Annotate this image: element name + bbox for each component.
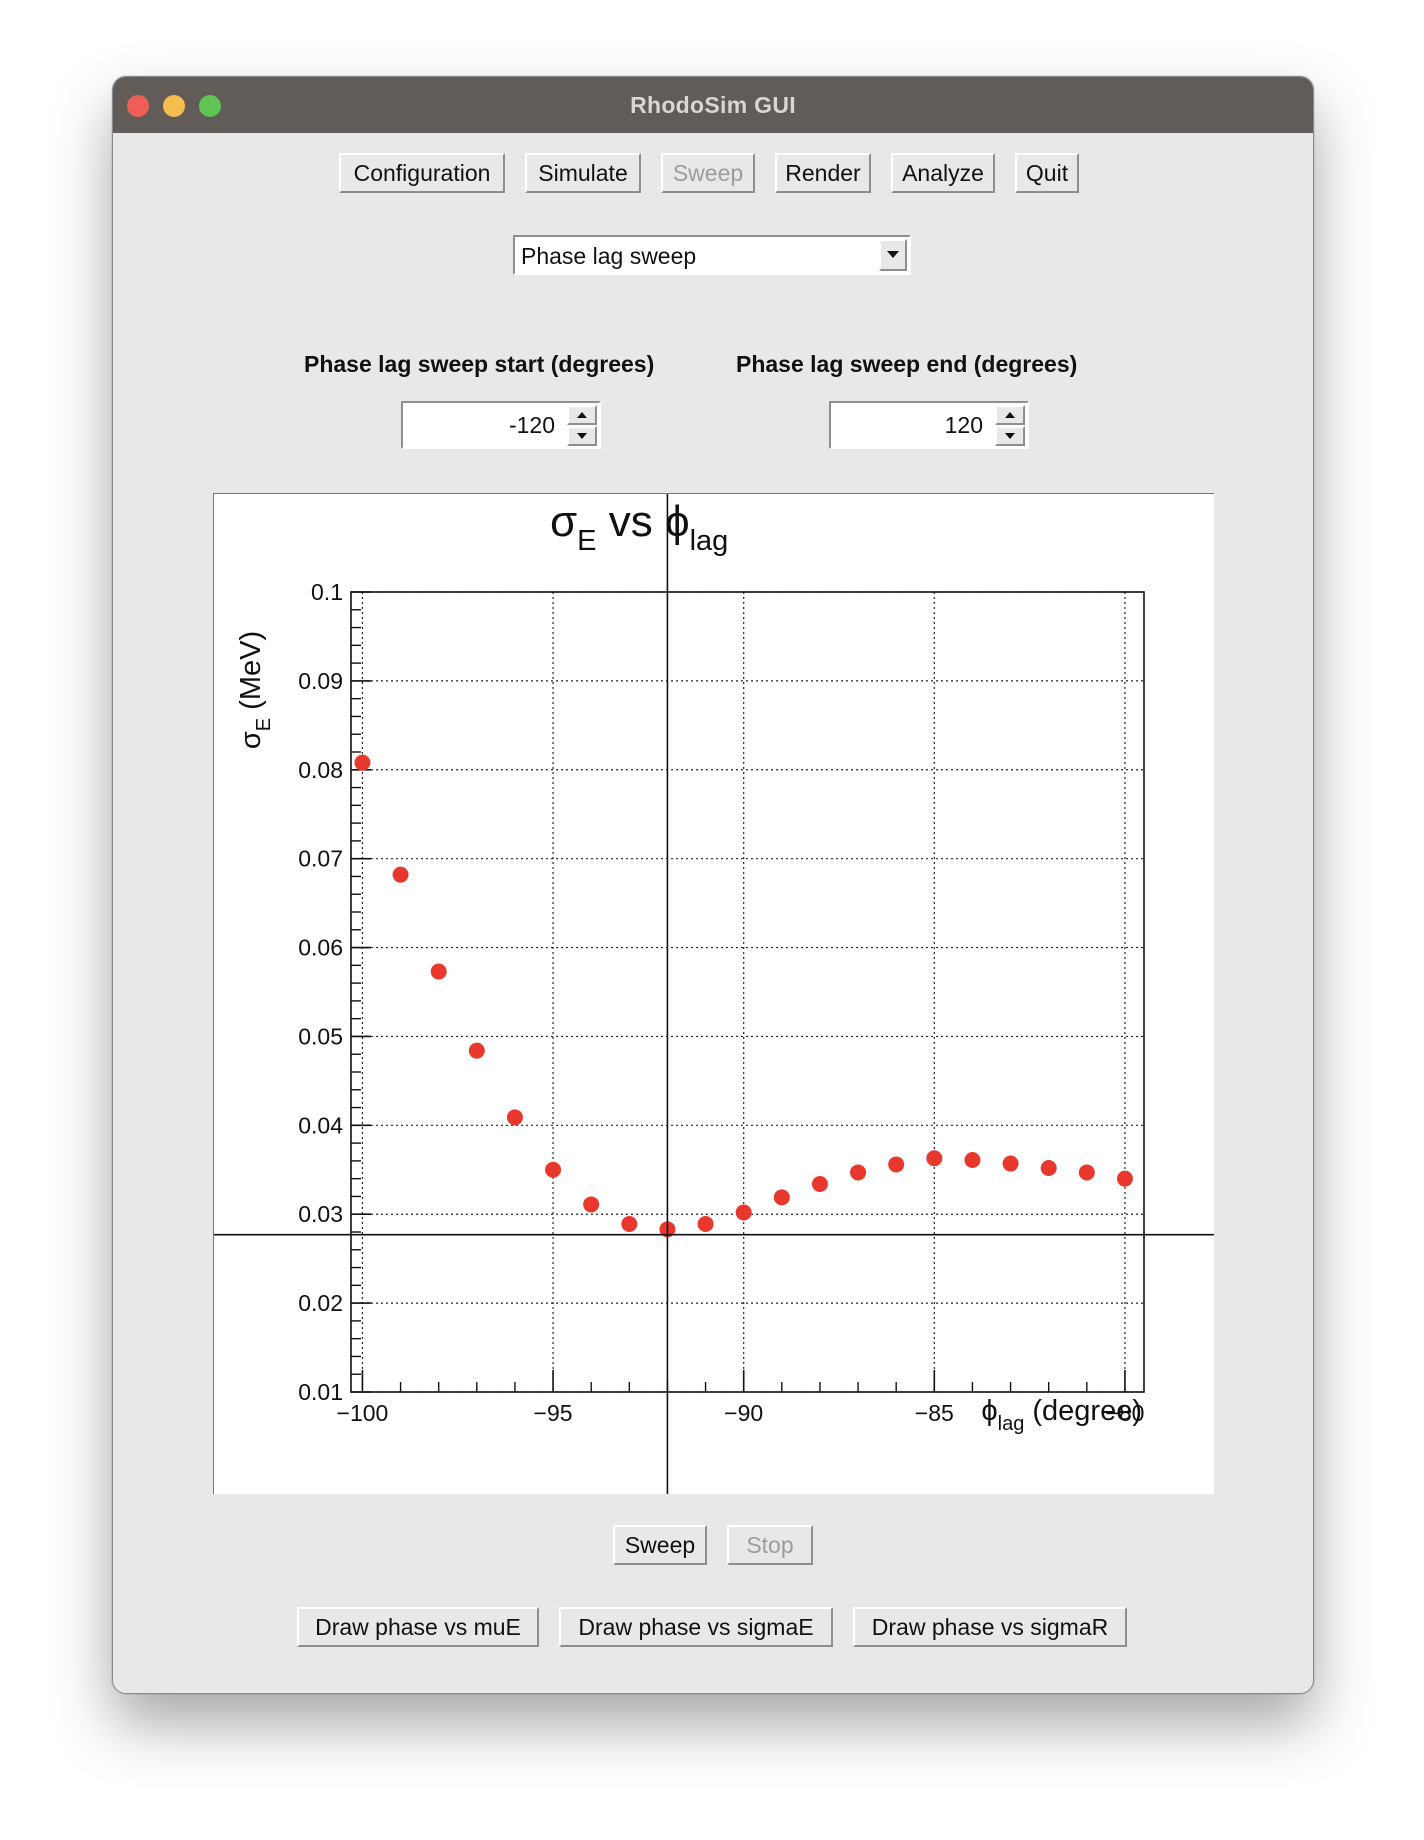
plot-canvas[interactable]: 0.01 0.02 0.03 0.04 0.05 0.06 0.07 0.08 0.09 0.1 −… — [213, 493, 1214, 1494]
y-tick-label: 0.07 — [298, 846, 343, 872]
simulate-button[interactable]: Simulate — [525, 153, 641, 193]
data-point — [888, 1156, 905, 1173]
data-point — [430, 963, 447, 980]
sigma-e-vs-phase-chart: 0.01 0.02 0.03 0.04 0.05 0.06 0.07 0.08 0.09 0.1 −… — [214, 494, 1214, 1494]
sweep-button[interactable]: Sweep — [613, 1525, 707, 1565]
data-point — [926, 1150, 943, 1167]
data-point — [811, 1176, 828, 1192]
maximize-window-button[interactable] — [199, 95, 221, 117]
sweep-start-decrement[interactable] — [567, 426, 597, 446]
chevron-down-icon[interactable] — [879, 239, 907, 271]
sweep-end-increment[interactable] — [995, 405, 1025, 425]
x-tick-label: −85 — [915, 1400, 954, 1426]
sweep-start-increment[interactable] — [567, 405, 597, 425]
y-axis-label: σE (MeV) — [235, 631, 275, 749]
data-point — [773, 1189, 790, 1206]
data-point — [468, 1042, 485, 1059]
sweep-mode-select[interactable]: Phase lag sweep — [513, 235, 911, 275]
y-tick-label: 0.08 — [298, 757, 343, 783]
sweep-end-field[interactable]: 120 — [829, 401, 1029, 449]
window-title: RhodoSim GUI — [630, 91, 796, 118]
sweep-end-label: Phase lag sweep end (degrees) — [736, 351, 1078, 377]
data-point — [1116, 1170, 1133, 1187]
data-point — [621, 1216, 638, 1232]
data-point — [583, 1196, 600, 1213]
sweep-tab-button[interactable]: Sweep — [661, 153, 755, 193]
data-point — [1002, 1155, 1019, 1172]
chart-title: σE vs ϕlag — [550, 497, 728, 557]
x-tick-label: −95 — [534, 1400, 573, 1426]
y-tick-label: 0.01 — [298, 1379, 343, 1405]
main-window: RhodoSim GUI Configuration Simulate Swee… — [112, 76, 1314, 1694]
x-tick-label: −90 — [724, 1400, 763, 1426]
draw-phase-vs-sigmar-button[interactable]: Draw phase vs sigmaR — [853, 1607, 1127, 1647]
data-point — [735, 1204, 752, 1221]
x-axis-label: ϕlag (degree) — [981, 1395, 1142, 1435]
y-tick-label: 0.09 — [298, 668, 343, 694]
y-tick-label: 0.05 — [298, 1023, 343, 1049]
y-tick-label: 0.04 — [298, 1112, 343, 1138]
quit-button[interactable]: Quit — [1015, 153, 1079, 193]
minimize-window-button[interactable] — [163, 95, 185, 117]
stop-button[interactable]: Stop — [727, 1525, 813, 1565]
y-tick-label: 0.03 — [298, 1201, 343, 1227]
close-window-button[interactable] — [127, 95, 149, 117]
data-point — [354, 754, 371, 771]
data-point — [506, 1109, 523, 1126]
y-tick-label: 0.02 — [298, 1290, 343, 1316]
sweep-start-label: Phase lag sweep start (degrees) — [304, 351, 655, 377]
x-tick-label: −100 — [337, 1400, 389, 1426]
data-point — [1078, 1164, 1095, 1181]
y-tick-label: 0.06 — [298, 935, 343, 961]
data-point — [850, 1164, 867, 1181]
title-bar: RhodoSim GUI — [113, 77, 1313, 133]
configuration-button[interactable]: Configuration — [339, 153, 505, 193]
data-point — [392, 866, 409, 883]
y-tick-label: 0.1 — [311, 579, 343, 605]
draw-phase-vs-sigmae-button[interactable]: Draw phase vs sigmaE — [559, 1607, 833, 1647]
sweep-start-value: -120 — [508, 412, 555, 438]
render-button[interactable]: Render — [775, 153, 871, 193]
draw-phase-vs-mue-button[interactable]: Draw phase vs muE — [297, 1607, 539, 1647]
sweep-end-decrement[interactable] — [995, 426, 1025, 446]
plot-frame — [350, 591, 1145, 1393]
data-point — [1040, 1160, 1057, 1176]
data-point — [545, 1161, 562, 1178]
sweep-end-value: 120 — [944, 412, 983, 438]
sweep-mode-value: Phase lag sweep — [521, 243, 697, 269]
analyze-button[interactable]: Analyze — [891, 153, 995, 193]
x-tick-label: −80 — [1105, 1400, 1144, 1426]
data-point — [697, 1216, 714, 1232]
sweep-start-field[interactable]: -120 — [401, 401, 601, 449]
data-point — [964, 1152, 981, 1168]
